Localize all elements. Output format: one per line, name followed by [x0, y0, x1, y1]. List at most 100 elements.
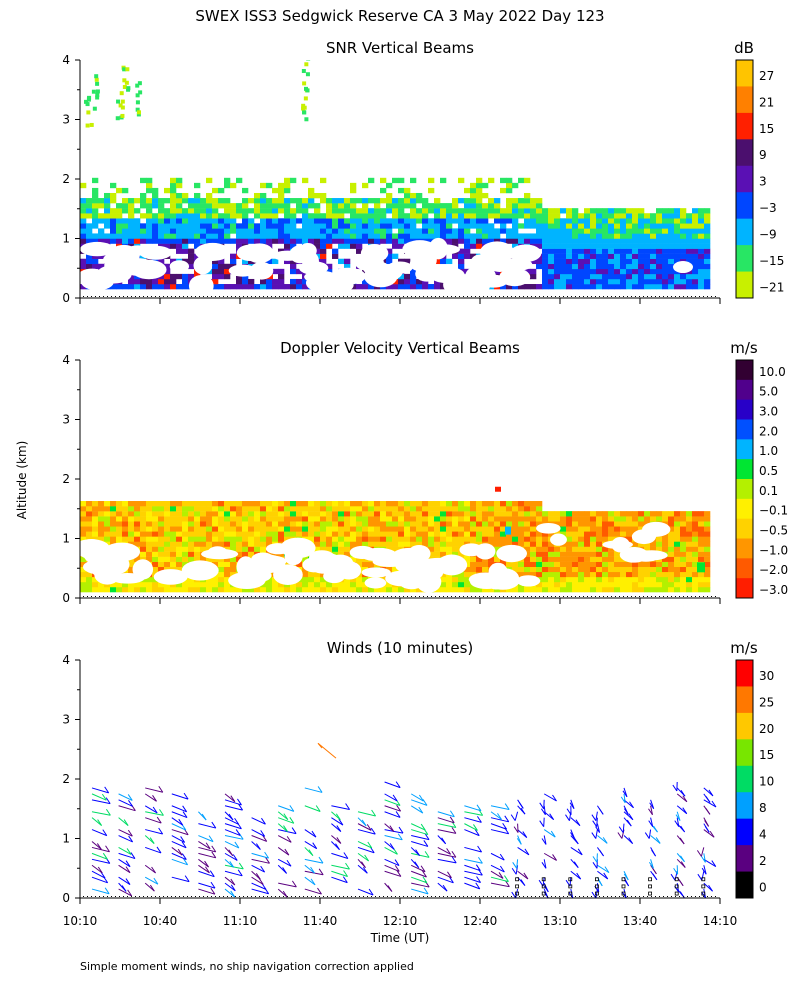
velocity-cell	[170, 531, 176, 536]
snr-cell	[656, 233, 662, 238]
snr-cell	[692, 233, 698, 238]
snr-cell	[218, 239, 224, 244]
snr-cell	[266, 223, 272, 228]
velocity-cell	[236, 547, 242, 552]
wind-barb-feather	[681, 856, 685, 862]
velocity-cell	[320, 582, 326, 587]
velocity-cell	[698, 547, 704, 552]
velocity-cell	[656, 562, 662, 567]
snr-cell	[566, 274, 572, 279]
velocity-cell	[140, 511, 146, 516]
snr-gap	[487, 254, 513, 272]
velocity-cell	[422, 516, 428, 521]
velocity-cell	[590, 582, 596, 587]
velocity-cell	[80, 501, 86, 506]
snr-cell	[398, 188, 404, 193]
velocity-cell	[458, 526, 464, 531]
velocity-cell	[674, 587, 680, 592]
velocity-cell	[260, 506, 266, 511]
velocity-cell	[188, 541, 194, 546]
snr-cell	[692, 244, 698, 249]
velocity-cell	[146, 531, 152, 536]
snr-cell	[464, 203, 470, 208]
velocity-cell	[494, 521, 500, 526]
snr-cell	[512, 239, 518, 244]
colorbar-label: 0	[759, 880, 767, 894]
velocity-cell	[350, 521, 356, 526]
snr-cell	[596, 274, 602, 279]
snr-cell	[572, 228, 578, 233]
snr-cell	[614, 223, 620, 228]
snr-cell	[482, 208, 488, 213]
snr-cell	[344, 198, 350, 203]
velocity-cell	[440, 526, 446, 531]
velocity-cell	[254, 531, 260, 536]
snr-cell	[506, 208, 512, 213]
snr-cell	[416, 198, 422, 203]
snr-cell	[272, 203, 278, 208]
velocity-cell	[686, 511, 692, 516]
velocity-cell	[188, 587, 194, 592]
velocity-cell	[692, 511, 698, 516]
velocity-cell	[446, 516, 452, 521]
snr-cell	[428, 178, 434, 183]
snr-cell	[596, 218, 602, 223]
snr-cell	[464, 223, 470, 228]
velocity-cell	[164, 552, 170, 557]
velocity-cell	[194, 526, 200, 531]
velocity-gap	[208, 546, 228, 559]
snr-cell	[506, 233, 512, 238]
snr-cell	[416, 193, 422, 198]
velocity-cell	[440, 536, 446, 541]
snr-cell	[158, 284, 164, 289]
velocity-cell	[434, 552, 440, 557]
velocity-cell	[380, 531, 386, 536]
snr-cell	[614, 244, 620, 249]
velocity-cell	[560, 516, 566, 521]
snr-cell	[626, 233, 632, 238]
velocity-cell	[80, 587, 86, 592]
velocity-cell	[158, 516, 164, 521]
velocity-cell	[662, 516, 668, 521]
snr-cell	[584, 259, 590, 264]
snr-cell	[578, 223, 584, 228]
wind-barb	[411, 806, 423, 813]
snr-cell	[170, 218, 176, 223]
velocity-cell	[176, 541, 182, 546]
snr-gap	[245, 243, 274, 263]
snr-cell	[704, 239, 710, 244]
velocity-cell	[440, 501, 446, 506]
snr-cell	[572, 254, 578, 259]
snr-cell	[566, 259, 572, 264]
velocity-cell	[470, 526, 476, 531]
velocity-cell	[260, 541, 266, 546]
snr-cell	[92, 90, 96, 94]
velocity-cell	[320, 511, 326, 516]
snr-cell	[422, 213, 428, 218]
wind-barb-feather	[122, 885, 126, 891]
velocity-cell	[314, 531, 320, 536]
snr-cell	[306, 56, 310, 60]
velocity-cell	[152, 506, 158, 511]
velocity-cell	[176, 511, 182, 516]
velocity-cell	[212, 521, 218, 526]
velocity-cell	[170, 506, 176, 511]
snr-cell	[614, 254, 620, 259]
snr-cell	[704, 264, 710, 269]
velocity-cell	[560, 562, 566, 567]
snr-cell	[122, 218, 128, 223]
velocity-cell	[200, 582, 206, 587]
snr-cell	[554, 228, 560, 233]
snr-cell	[164, 279, 170, 284]
snr-cell	[308, 223, 314, 228]
velocity-cell	[548, 552, 554, 557]
snr-cell	[668, 254, 674, 259]
velocity-cell	[626, 572, 632, 577]
snr-cell	[278, 198, 284, 203]
snr-cell	[374, 223, 380, 228]
colorbar-swatch	[736, 558, 753, 578]
snr-cell	[602, 233, 608, 238]
velocity-cell	[494, 531, 500, 536]
snr-cell	[572, 213, 578, 218]
